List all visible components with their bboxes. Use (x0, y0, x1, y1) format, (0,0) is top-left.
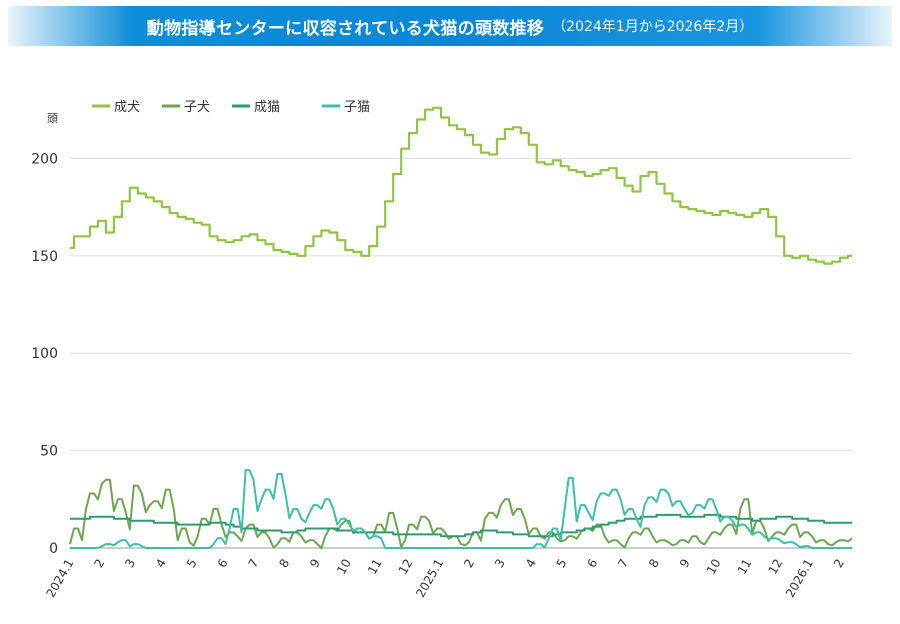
legend-label: 成猫 (254, 100, 280, 115)
x-tick-label: 2 (91, 557, 107, 571)
x-tick-label: 9 (307, 557, 323, 571)
series-line-3 (70, 513, 852, 538)
series-line-1 (70, 106, 852, 265)
x-tick-label: 11 (735, 557, 755, 577)
series-line-2 (69, 478, 853, 549)
series-line-4 (70, 469, 852, 549)
x-tick-label: 5 (184, 557, 200, 571)
legend-label: 子猫 (344, 100, 370, 115)
x-tick-label: 2 (831, 557, 847, 571)
y-unit-label: 頭 (47, 112, 58, 125)
x-tick-label: 3 (122, 557, 138, 571)
x-tick-label: 7 (246, 557, 262, 571)
x-tick-label: 12 (765, 557, 785, 577)
x-tick-label: 6 (584, 557, 600, 571)
x-tick-label: 2024.1 (43, 557, 76, 600)
legend-label: 成犬 (114, 100, 140, 115)
y-tick-label: 200 (31, 151, 58, 167)
x-tick-label: 2 (461, 557, 477, 571)
chart-title: 動物指導センターに収容されている犬猫の頭数推移 (146, 18, 545, 39)
legend-label: 子犬 (184, 100, 210, 115)
x-tick-label: 7 (615, 557, 631, 571)
x-tick-label: 3 (492, 557, 508, 571)
x-tick-label: 4 (153, 557, 169, 571)
x-tick-label: 4 (523, 557, 539, 571)
title-banner: 動物指導センターに収容されている犬猫の頭数推移 （2024年1月から2026年2… (8, 6, 892, 46)
x-tick-label: 9 (677, 557, 693, 571)
x-tick-label: 6 (215, 557, 231, 571)
chart-subtitle: （2024年1月から2026年2月） (552, 19, 754, 35)
y-tick-label: 50 (40, 444, 58, 460)
y-tick-label: 0 (49, 541, 58, 557)
x-tick-label: 8 (276, 557, 292, 571)
y-tick-label: 100 (31, 346, 58, 362)
y-tick-label: 150 (31, 249, 58, 265)
x-tick-label: 10 (334, 557, 354, 577)
x-tick-label: 2025.1 (413, 557, 446, 600)
x-tick-label: 8 (646, 557, 662, 571)
x-tick-label: 10 (704, 557, 724, 577)
x-tick-label: 12 (396, 557, 416, 577)
x-tick-label: 2026.1 (783, 557, 816, 600)
x-tick-label: 5 (554, 557, 570, 571)
x-tick-label: 11 (365, 557, 385, 577)
